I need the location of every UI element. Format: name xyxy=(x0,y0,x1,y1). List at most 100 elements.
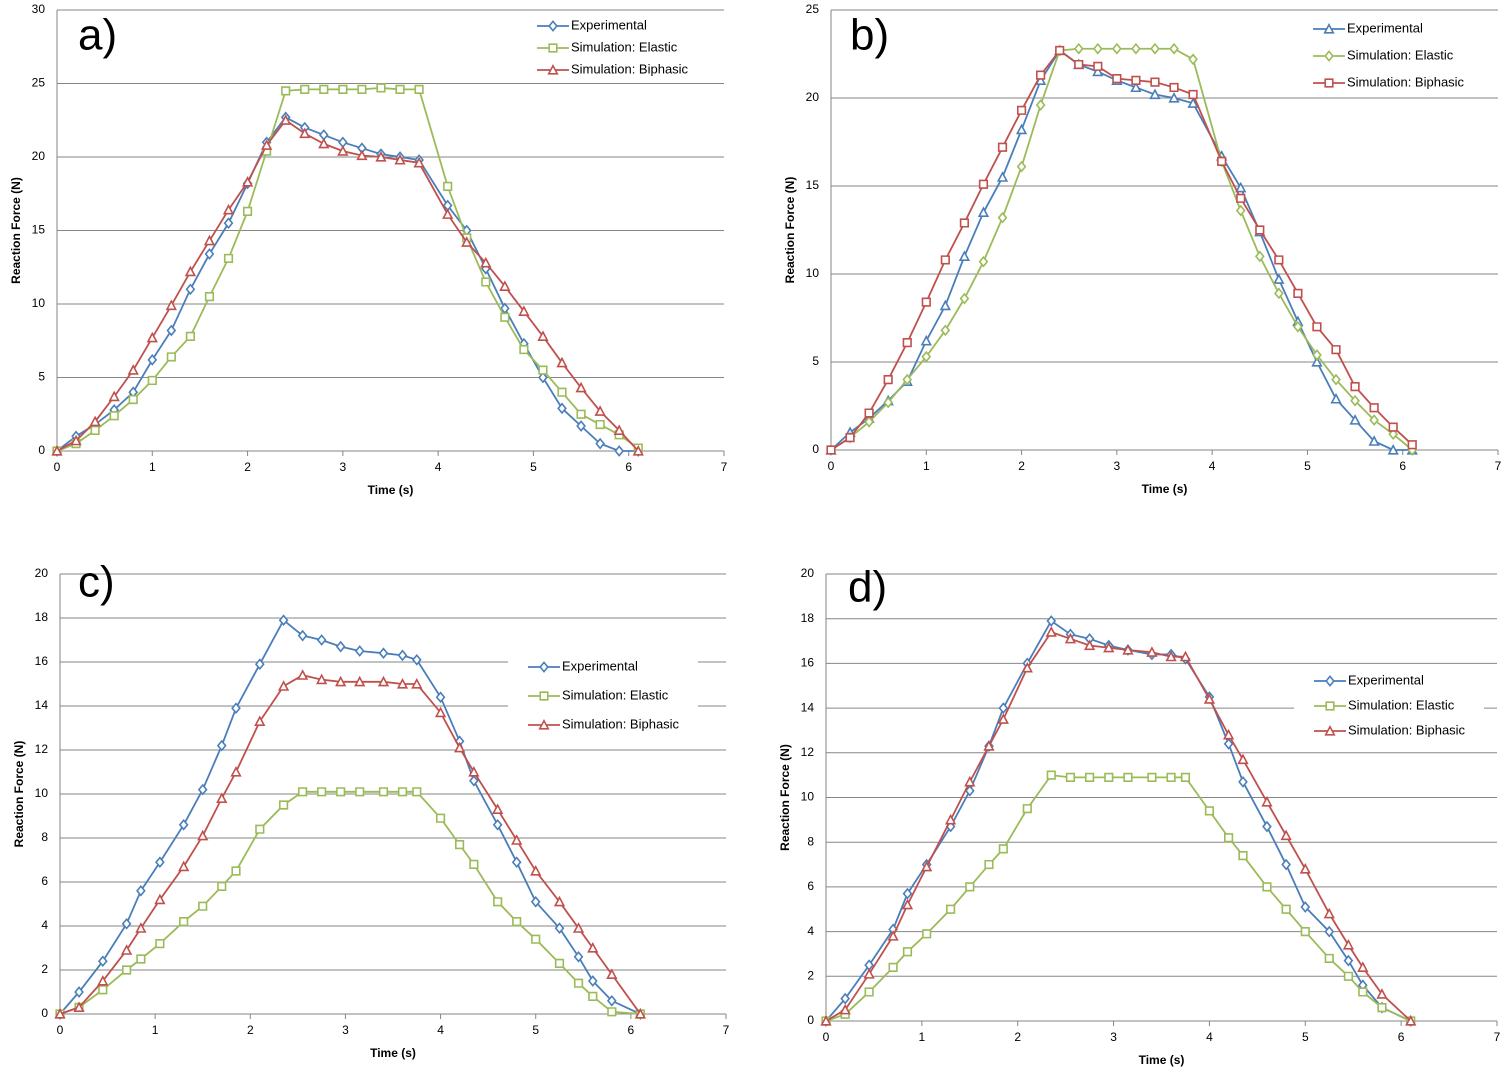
series-line xyxy=(830,49,1413,451)
data-point xyxy=(1358,987,1368,997)
data-point xyxy=(108,390,120,402)
y-tick-label: 8 xyxy=(807,834,814,848)
series-line xyxy=(56,116,639,452)
data-point xyxy=(97,974,109,986)
data-point xyxy=(499,280,511,291)
data-point xyxy=(864,415,874,428)
y-tick-label: 0 xyxy=(41,1006,48,1020)
data-point xyxy=(606,994,617,1007)
data-point xyxy=(530,895,541,908)
data-point xyxy=(1350,382,1360,392)
data-point xyxy=(241,175,254,187)
x-axis-title: Time (s) xyxy=(370,1046,416,1060)
data-point xyxy=(165,299,177,311)
data-point xyxy=(883,375,893,385)
data-point xyxy=(1324,925,1335,938)
data-point xyxy=(357,84,367,94)
data-point xyxy=(1131,42,1141,55)
data-point xyxy=(997,713,1009,724)
data-point xyxy=(376,83,386,93)
data-point xyxy=(511,834,523,845)
data-point xyxy=(939,299,951,311)
data-point xyxy=(959,292,970,305)
legend-marker xyxy=(539,691,549,701)
data-point xyxy=(335,640,346,653)
x-tick-label: 2 xyxy=(1014,1030,1021,1044)
data-point xyxy=(198,901,208,911)
data-point xyxy=(839,1003,851,1015)
x-tick-label: 3 xyxy=(1114,459,1121,473)
y-tick-label: 14 xyxy=(35,698,49,712)
data-point xyxy=(1223,738,1234,750)
data-point xyxy=(1149,88,1161,100)
y-tick-label: 0 xyxy=(38,443,45,457)
data-point xyxy=(613,424,625,436)
data-point xyxy=(1237,753,1249,765)
data-point xyxy=(492,818,503,831)
data-point xyxy=(1035,99,1046,111)
data-point xyxy=(396,677,409,689)
data-point xyxy=(1377,1002,1387,1013)
data-point xyxy=(1273,273,1285,284)
data-point xyxy=(469,859,479,869)
data-point xyxy=(1045,626,1057,637)
data-point xyxy=(121,917,132,930)
legend-label: Simulation: Biphasic xyxy=(571,61,689,76)
data-point xyxy=(455,840,465,850)
y-tick-label: 30 xyxy=(32,2,46,16)
data-point xyxy=(297,629,308,642)
data-point xyxy=(354,675,366,687)
data-point xyxy=(554,958,565,968)
data-point xyxy=(204,292,215,302)
y-tick-label: 25 xyxy=(32,76,46,90)
legend-label: Experimental xyxy=(1348,672,1424,687)
data-point xyxy=(128,394,138,405)
data-point xyxy=(958,250,971,261)
data-point xyxy=(299,127,311,139)
data-point xyxy=(178,818,189,831)
data-point xyxy=(453,741,466,753)
data-point xyxy=(959,218,969,228)
data-point xyxy=(254,658,265,671)
data-point xyxy=(146,331,158,343)
series-line xyxy=(825,631,1412,1022)
data-point xyxy=(573,950,584,963)
data-point xyxy=(537,330,549,341)
x-tick-label: 6 xyxy=(1398,1030,1405,1044)
panel-label: b) xyxy=(850,11,889,60)
legend-marker xyxy=(539,661,549,673)
series-line xyxy=(56,119,639,452)
x-tick-label: 3 xyxy=(1110,1030,1117,1044)
legend-marker xyxy=(1324,724,1336,736)
data-point xyxy=(1274,287,1284,300)
data-point xyxy=(1388,428,1399,441)
y-tick-label: 0 xyxy=(812,442,819,456)
y-tick-label: 15 xyxy=(32,223,46,237)
data-point xyxy=(442,208,454,219)
data-point xyxy=(997,211,1008,224)
legend-marker xyxy=(548,20,558,32)
data-point xyxy=(1217,156,1227,166)
data-point xyxy=(216,792,228,803)
data-point xyxy=(1015,123,1028,135)
data-point xyxy=(921,297,931,307)
data-point xyxy=(1407,440,1417,450)
legend-marker xyxy=(547,63,559,75)
x-axis-title: Time (s) xyxy=(1142,482,1188,496)
data-point xyxy=(395,84,405,94)
data-point xyxy=(1388,422,1398,432)
y-tick-label: 14 xyxy=(801,700,815,714)
legend-label: Simulation: Elastic xyxy=(571,39,678,54)
data-point xyxy=(864,987,874,997)
legend-label: Experimental xyxy=(1347,20,1423,35)
data-point xyxy=(337,145,349,156)
data-point xyxy=(1188,53,1198,66)
y-tick-label: 25 xyxy=(806,2,820,16)
data-point xyxy=(595,437,605,450)
y-tick-label: 6 xyxy=(41,874,48,888)
data-point xyxy=(978,255,989,268)
data-point xyxy=(1074,59,1084,70)
data-point xyxy=(73,1001,85,1012)
